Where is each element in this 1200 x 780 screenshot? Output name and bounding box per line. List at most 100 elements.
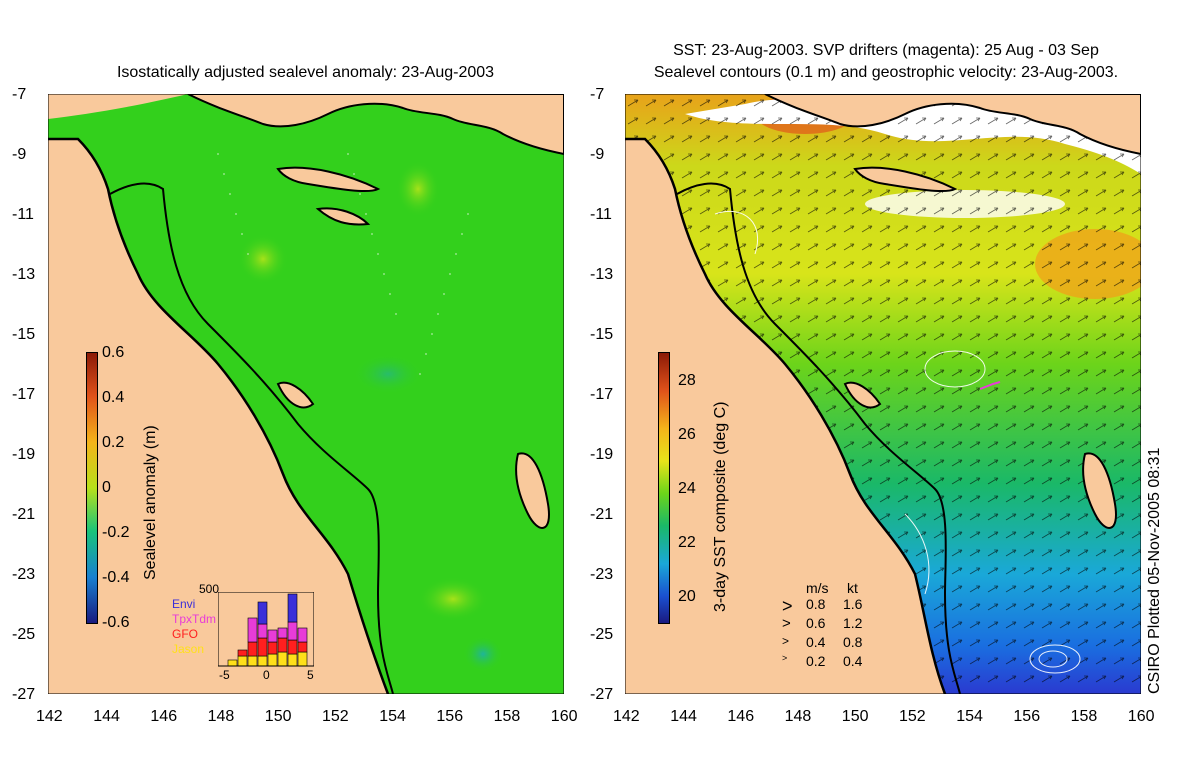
velocity-legend-header-kt: kt — [847, 580, 858, 596]
histogram-bar — [297, 641, 308, 653]
lon-tick-label: 146 — [727, 708, 755, 725]
sealevel-colorbar-label: Sealevel anomaly (m) — [142, 425, 159, 580]
histogram-bar — [287, 639, 298, 655]
histogram-legend-envi: Envi — [172, 597, 196, 611]
histogram-bar — [287, 653, 298, 667]
histogram-bar — [257, 637, 268, 657]
velocity-legend-ms: 0.8 — [806, 596, 826, 612]
velocity-legend-kt: 0.8 — [843, 634, 863, 650]
velocity-legend-ms: 0.6 — [806, 615, 826, 631]
lat-tick-label: -7 — [590, 86, 605, 103]
lat-tick-label: -15 — [12, 326, 36, 343]
lat-tick-label: -9 — [12, 146, 27, 163]
histogram-bar — [277, 637, 288, 653]
velocity-legend-ms: 0.2 — [806, 653, 826, 669]
right-panel-title-line2: Sealevel contours (0.1 m) and geostrophi… — [653, 64, 1119, 81]
velocity-legend-arrow-icon: > — [782, 615, 791, 632]
histogram-bar — [297, 651, 308, 667]
colorbar-tick-label: 24 — [678, 480, 696, 497]
colorbar-tick-label: 0.2 — [102, 434, 125, 451]
right-panel-title-line1: SST: 23-Aug-2003. SVP drifters (magenta)… — [673, 42, 1099, 59]
lat-tick-label: -23 — [590, 566, 614, 583]
velocity-legend-arrow-icon: > — [782, 653, 788, 663]
histogram-inset — [218, 592, 314, 674]
lon-tick-label: 148 — [784, 708, 812, 725]
histogram-legend-jason: Jason — [172, 642, 205, 656]
colorbar-tick-label: 28 — [678, 372, 696, 389]
histogram-bar — [267, 653, 278, 667]
coral-island — [1082, 452, 1117, 529]
colorbar-tick-label: 0.4 — [102, 389, 125, 406]
histogram-x-tick: 5 — [307, 668, 314, 682]
colorbar-tick-label: 0.6 — [102, 344, 125, 361]
lat-tick-label: -19 — [590, 446, 614, 463]
lat-tick-label: -27 — [590, 686, 614, 703]
histogram-x-tick: 0 — [263, 668, 270, 682]
new-guinea-coast — [764, 94, 1141, 156]
lon-tick-label: 152 — [322, 708, 349, 725]
island — [276, 166, 381, 193]
velocity-legend-kt: 0.4 — [843, 653, 863, 669]
new-guinea-coast — [187, 94, 564, 156]
sealevel-anomaly-map — [48, 94, 564, 694]
island — [315, 207, 371, 226]
queensland-coast — [48, 137, 390, 694]
lon-tick-label: 156 — [436, 708, 464, 725]
lon-tick-label: 144 — [93, 708, 120, 725]
colorbar-tick-label: -0.2 — [102, 524, 130, 541]
histogram-legend-gfo: GFO — [172, 627, 198, 641]
lon-tick-label: 152 — [899, 708, 926, 725]
histogram-bar — [287, 621, 298, 641]
histogram-bar — [257, 623, 268, 639]
lon-tick-label: 158 — [493, 708, 521, 725]
lat-tick-label: -7 — [12, 86, 27, 103]
lat-tick-label: -23 — [12, 566, 36, 583]
colorbar-tick-label: 26 — [678, 426, 696, 443]
lat-tick-label: -13 — [12, 266, 36, 283]
histogram-legend-tpxtdm: TpxTdm — [172, 612, 217, 626]
histogram-bar — [267, 641, 278, 655]
histogram-bar — [277, 627, 288, 639]
lat-tick-label: -17 — [590, 386, 614, 403]
colorbar-tick-label: -0.6 — [102, 614, 130, 631]
velocity-legend-kt: 1.2 — [843, 615, 863, 631]
lon-tick-label: 154 — [379, 708, 406, 725]
colorbar-tick-label: -0.4 — [102, 569, 130, 586]
lat-tick-label: -17 — [12, 386, 36, 403]
lon-tick-label: 160 — [1127, 708, 1155, 725]
drifter-track — [979, 381, 1001, 390]
queensland-coast — [625, 137, 947, 694]
histogram-bar — [227, 659, 238, 667]
sst-map — [625, 94, 1141, 694]
lon-tick-label: 150 — [264, 708, 292, 725]
histogram-bar — [247, 641, 258, 657]
histogram-bar — [247, 655, 258, 667]
lat-tick-label: -13 — [590, 266, 614, 283]
coral-island — [515, 452, 550, 529]
sealevel-colorbar — [86, 352, 98, 624]
histogram-bar — [247, 617, 258, 643]
lat-tick-label: -19 — [12, 446, 36, 463]
colorbar-tick-label: 0 — [102, 479, 111, 496]
lat-tick-label: -21 — [12, 506, 36, 523]
histogram-ymax-label: 500 — [199, 582, 220, 596]
histogram-bar — [257, 655, 268, 667]
velocity-legend-arrow-icon: > — [782, 634, 790, 648]
lat-tick-label: -15 — [590, 326, 614, 343]
lat-tick-label: -25 — [12, 626, 36, 643]
lat-tick-label: -11 — [590, 206, 612, 223]
lat-tick-label: -21 — [590, 506, 614, 523]
histogram-bar — [237, 655, 248, 667]
histogram-bar — [267, 629, 278, 643]
lon-tick-label: 142 — [36, 708, 63, 725]
histogram-bar — [297, 627, 308, 643]
histogram-bar — [277, 651, 288, 667]
velocity-legend-kt: 1.6 — [843, 596, 863, 612]
lon-tick-label: 150 — [841, 708, 869, 725]
sst-colorbar — [658, 352, 670, 624]
velocity-legend-ms: 0.4 — [806, 634, 826, 650]
lat-tick-label: -25 — [590, 626, 614, 643]
colorbar-tick-label: 22 — [678, 534, 696, 551]
sst-colorbar-label: 3-day SST composite (deg C) — [712, 401, 729, 612]
coral-island — [276, 381, 315, 409]
